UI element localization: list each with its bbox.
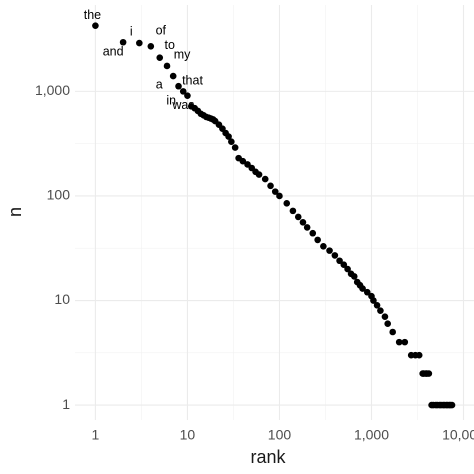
point bbox=[320, 242, 327, 250]
x-tick-label: 1 bbox=[92, 427, 100, 443]
point bbox=[156, 54, 164, 61]
point bbox=[381, 313, 389, 321]
point bbox=[225, 133, 232, 140]
point bbox=[395, 338, 403, 346]
y-axis-title: n bbox=[5, 207, 25, 217]
point bbox=[331, 252, 339, 259]
point-label: the bbox=[84, 8, 101, 22]
point bbox=[314, 236, 321, 244]
point bbox=[239, 157, 247, 165]
point bbox=[271, 188, 279, 195]
point bbox=[276, 192, 283, 200]
x-axis-title: rank bbox=[250, 447, 286, 467]
point bbox=[119, 38, 127, 46]
y-tick-label: 10 bbox=[54, 291, 70, 307]
point-label: to bbox=[165, 38, 175, 52]
point-label: that bbox=[182, 74, 203, 88]
point bbox=[175, 82, 182, 90]
point bbox=[184, 92, 191, 99]
point bbox=[163, 62, 171, 70]
x-tick-label: 10,000 bbox=[442, 427, 474, 443]
point bbox=[299, 218, 307, 226]
point-label: was bbox=[171, 98, 194, 112]
point bbox=[350, 273, 358, 280]
point bbox=[359, 285, 366, 292]
point bbox=[336, 257, 343, 265]
point bbox=[179, 88, 187, 95]
point-label: in bbox=[166, 94, 176, 108]
point bbox=[294, 213, 302, 221]
point bbox=[228, 138, 235, 146]
point bbox=[326, 247, 333, 254]
point bbox=[303, 224, 311, 231]
x-tick-label: 10 bbox=[180, 427, 196, 443]
point bbox=[147, 42, 155, 50]
point-label: a bbox=[156, 77, 163, 91]
point bbox=[289, 207, 297, 215]
point bbox=[363, 288, 371, 296]
point bbox=[370, 297, 377, 304]
point bbox=[373, 301, 381, 309]
point bbox=[344, 265, 351, 273]
point bbox=[377, 307, 384, 314]
point bbox=[448, 401, 456, 409]
point bbox=[415, 351, 423, 359]
point bbox=[283, 200, 291, 207]
point-label: i bbox=[130, 24, 133, 38]
point-label: of bbox=[156, 24, 167, 38]
y-tick-label: 1 bbox=[62, 396, 70, 412]
point bbox=[231, 144, 239, 151]
point bbox=[425, 370, 433, 377]
y-tick-label: 1,000 bbox=[35, 82, 70, 98]
point bbox=[92, 22, 99, 29]
point bbox=[267, 182, 274, 190]
point bbox=[309, 229, 317, 237]
point bbox=[136, 39, 143, 47]
point bbox=[384, 320, 391, 328]
point-label: my bbox=[174, 47, 191, 61]
x-tick-label: 1,000 bbox=[354, 427, 389, 443]
x-tick-label: 100 bbox=[268, 427, 292, 443]
point bbox=[389, 328, 396, 336]
point bbox=[261, 175, 269, 183]
point bbox=[401, 338, 409, 346]
point bbox=[255, 171, 263, 178]
point-label: and bbox=[103, 45, 124, 59]
y-tick-label: 100 bbox=[47, 187, 71, 203]
point bbox=[169, 72, 177, 80]
point bbox=[340, 261, 348, 269]
